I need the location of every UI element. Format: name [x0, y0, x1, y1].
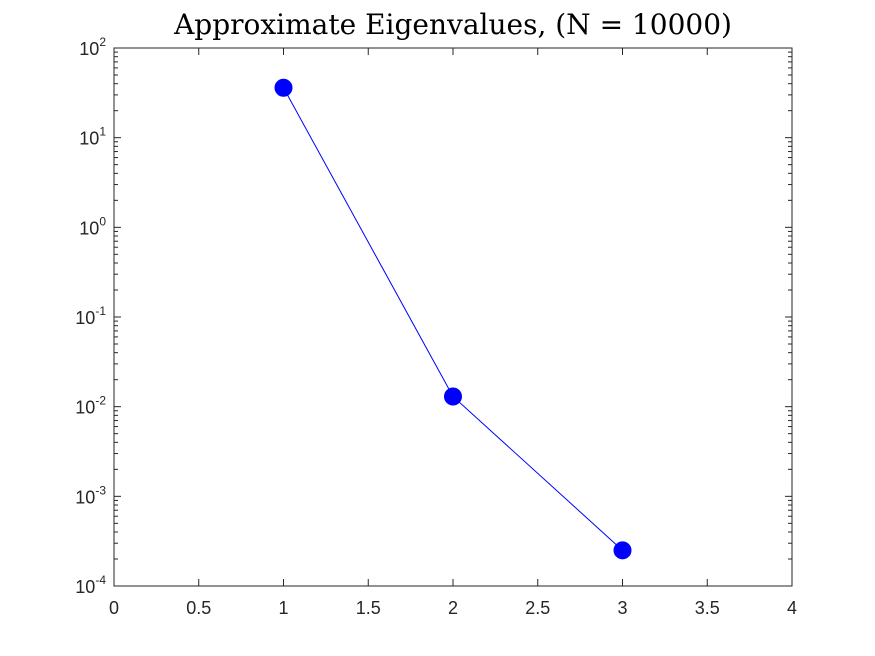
y-tick-label: 10-4 [75, 573, 106, 597]
x-tick-label: 3.5 [695, 598, 720, 618]
x-tick-label: 3 [617, 598, 627, 618]
y-tick-label: 10-3 [75, 483, 106, 507]
y-tick-label: 10-2 [75, 394, 106, 418]
y-tick-label: 100 [79, 214, 106, 238]
chart-title: Approximate Eigenvalues, (N = 10000) [173, 8, 732, 41]
data-point [444, 387, 462, 406]
x-tick-label: 4 [787, 598, 797, 618]
y-tick-label: 102 [79, 35, 106, 59]
tick-labels: 0 0.5 1 1.5 2 2.5 3 3.5 4 10-4 10-3 10-2 10-1 100 101 1… [75, 35, 797, 618]
y-tick-label: 10-1 [75, 304, 106, 328]
x-tick-label: 2 [448, 598, 458, 618]
data-point [613, 541, 632, 560]
series-line [283, 87, 623, 551]
x-tick-label: 1 [278, 598, 288, 618]
series-layer [274, 78, 632, 560]
y-tick-label: 101 [79, 125, 106, 149]
major-ticks [113, 47, 793, 587]
x-tick-label: 0 [109, 598, 119, 618]
plot-area-frame [113, 47, 793, 587]
data-point [274, 78, 293, 97]
x-tick-label: 2.5 [525, 598, 550, 618]
minor-ticks [114, 51, 792, 560]
x-tick-label: 0.5 [186, 598, 211, 618]
x-tick-label: 1.5 [356, 598, 381, 618]
